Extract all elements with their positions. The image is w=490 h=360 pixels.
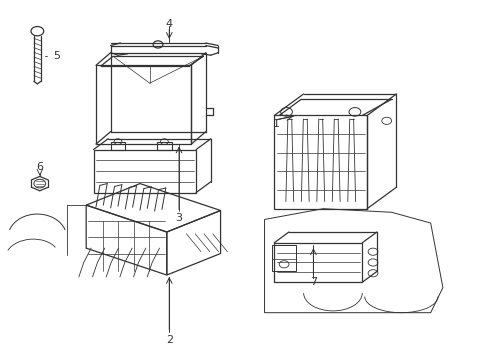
Text: 3: 3 <box>175 213 183 222</box>
Text: 2: 2 <box>166 334 173 345</box>
Text: 1: 1 <box>273 120 280 129</box>
Text: 5: 5 <box>53 51 60 61</box>
Text: 4: 4 <box>166 19 173 29</box>
Text: 7: 7 <box>310 277 317 287</box>
Text: 6: 6 <box>36 162 43 172</box>
